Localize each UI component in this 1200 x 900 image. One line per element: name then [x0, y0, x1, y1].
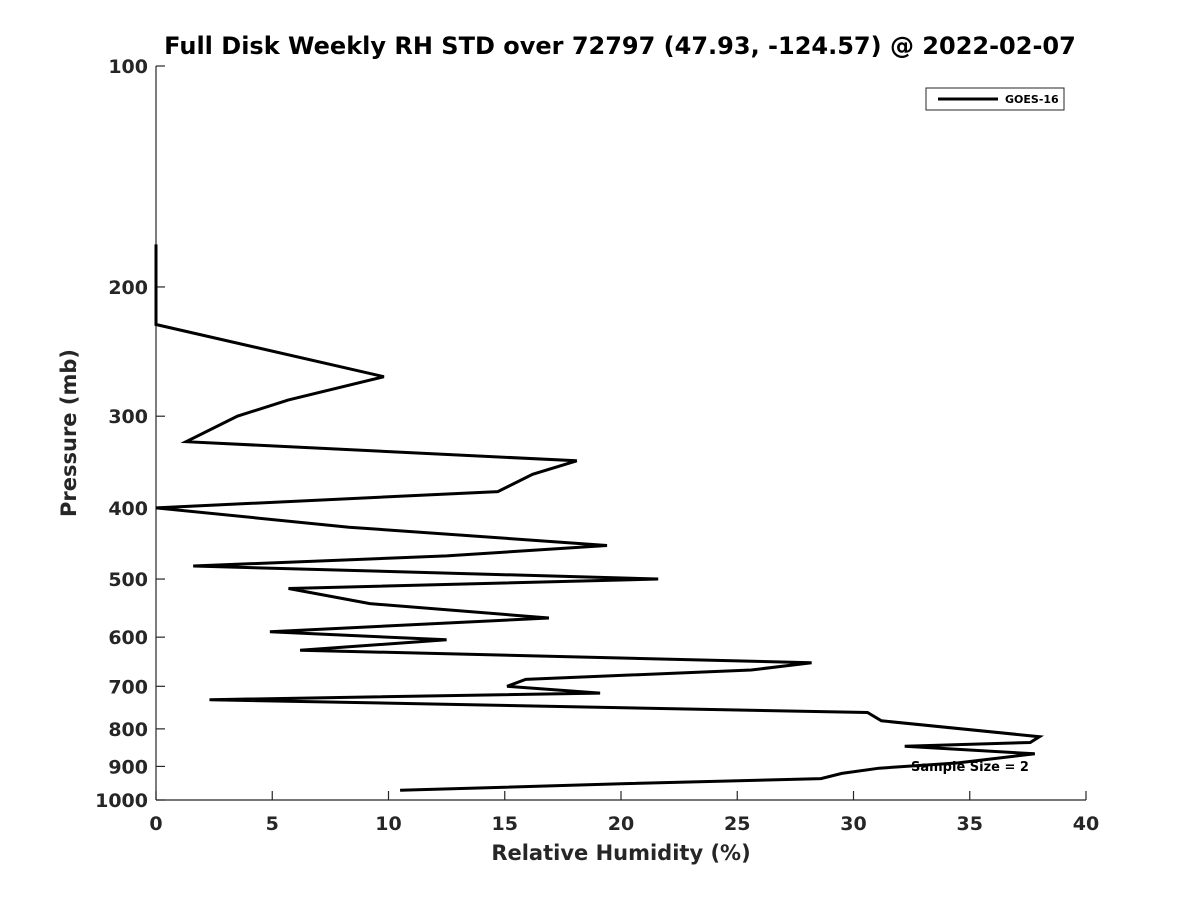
x-tick-label: 25	[724, 813, 750, 835]
y-tick-label: 900	[108, 756, 148, 778]
y-tick-label: 500	[108, 569, 148, 591]
y-tick-label: 100	[108, 56, 148, 78]
x-tick-label: 20	[608, 813, 634, 835]
x-tick-label: 40	[1073, 813, 1099, 835]
x-tick-label: 5	[266, 813, 279, 835]
x-tick-label: 15	[492, 813, 518, 835]
series-line-goes-16	[154, 244, 1045, 792]
sample-size-annotation: Sample Size = 2	[911, 760, 1029, 775]
y-tick-label: 600	[108, 627, 148, 649]
y-ticks: 100 200 300 400 500 600 700 800 900 1000	[95, 56, 165, 812]
plot-axes	[155, 66, 1086, 801]
legend-item-goes-16: GOES-16	[1005, 93, 1059, 106]
y-tick-label: 1000	[95, 790, 148, 812]
y-tick-label: 200	[108, 277, 148, 299]
y-tick-label: 400	[108, 498, 148, 520]
x-ticks: 0 5 10 15 20 25 30 35 40	[149, 791, 1099, 835]
x-tick-label: 35	[957, 813, 983, 835]
chart-title: Full Disk Weekly RH STD over 72797 (47.9…	[164, 32, 1076, 60]
y-tick-label: 700	[108, 676, 148, 698]
y-axis-label: Pressure (mb)	[57, 349, 81, 517]
x-tick-label: 10	[375, 813, 401, 835]
x-tick-label: 0	[149, 813, 162, 835]
y-tick-label: 800	[108, 719, 148, 741]
x-tick-label: 30	[840, 813, 866, 835]
x-axis-label: Relative Humidity (%)	[491, 841, 750, 865]
legend: GOES-16	[925, 87, 1065, 111]
y-tick-label: 300	[108, 406, 148, 428]
